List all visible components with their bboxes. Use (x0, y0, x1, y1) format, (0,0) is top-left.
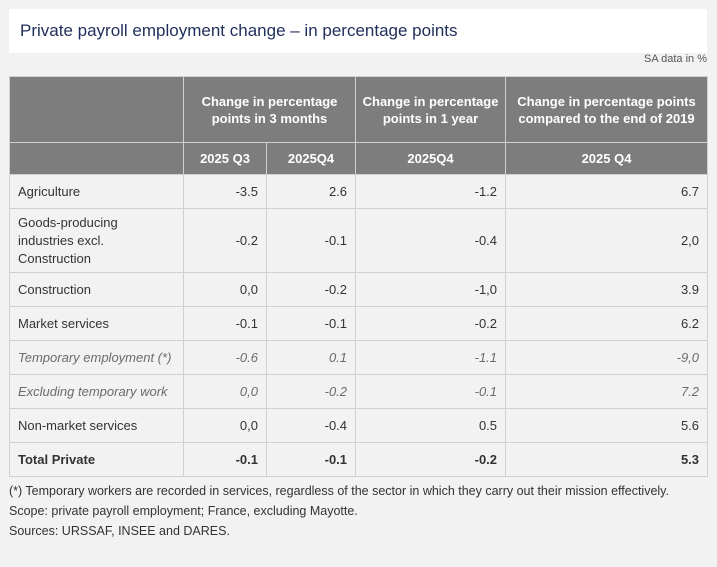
cell-value: -0.1 (183, 442, 267, 477)
cell-value: 5.3 (505, 442, 709, 477)
cell-value: 6.7 (505, 174, 709, 209)
header-col-2025q3: 2025 Q3 (183, 142, 267, 175)
cell-value: 2,0 (505, 208, 709, 273)
cell-value: -0.2 (355, 442, 507, 477)
unit-note: SA data in % (644, 53, 707, 65)
header-col-2025q4-1y: 2025Q4 (355, 142, 507, 175)
table-row: Agriculture -3.5 2.6 -1.2 6.7 (9, 174, 709, 209)
table-row: Excluding temporary work 0,0 -0.2 -0.1 7… (9, 374, 709, 409)
title-bar: Private payroll employment change – in p… (9, 9, 707, 53)
cell-value: -0.1 (265, 208, 357, 273)
cell-value: -1.1 (355, 340, 507, 375)
row-label: Temporary employment (*) (9, 340, 184, 375)
cell-value: 3.9 (505, 272, 709, 307)
cell-value: 5.6 (505, 408, 709, 443)
sources-note: Sources: URSSAF, INSEE and DARES. (9, 524, 230, 538)
cell-value: 6.2 (505, 306, 709, 341)
cell-value: -1.2 (355, 174, 507, 209)
table-title: Private payroll employment change – in p… (20, 21, 458, 40)
row-label: Market services (9, 306, 184, 341)
cell-value: -1,0 (355, 272, 507, 307)
header-group-3-months: Change in percentage points in 3 months (182, 76, 357, 143)
cell-value: 0,0 (183, 272, 267, 307)
cell-value: -0.2 (265, 374, 357, 409)
cell-value: 2.6 (265, 174, 357, 209)
cell-value: 0,0 (183, 408, 267, 443)
header-corner-sub (9, 142, 184, 175)
cell-value: -0.6 (183, 340, 267, 375)
row-label: Agriculture (9, 174, 184, 209)
employment-table: Change in percentage points in 3 months … (9, 76, 709, 477)
cell-value: 7.2 (505, 374, 709, 409)
table-notes: (*) Temporary workers are recorded in se… (9, 482, 707, 542)
table-row: Non-market services 0,0 -0.4 0.5 5.6 (9, 408, 709, 443)
cell-value: 0,0 (183, 374, 267, 409)
cell-value: -3.5 (183, 174, 267, 209)
table-row-total: Total Private -0.1 -0.1 -0.2 5.3 (9, 442, 709, 477)
cell-value: 0.5 (355, 408, 507, 443)
cell-value: -0.1 (355, 374, 507, 409)
cell-value: -0.1 (183, 306, 267, 341)
header-group-since-2019: Change in percentage points compared to … (505, 76, 709, 143)
row-label: Construction (9, 272, 184, 307)
cell-value: 0.1 (265, 340, 357, 375)
footnote: (*) Temporary workers are recorded in se… (9, 484, 669, 498)
cell-value: -0.4 (265, 408, 357, 443)
header-col-2025q4-3m: 2025Q4 (265, 142, 357, 175)
table-row: Temporary employment (*) -0.6 0.1 -1.1 -… (9, 340, 709, 375)
cell-value: -0.4 (355, 208, 507, 273)
cell-value: -0.2 (355, 306, 507, 341)
cell-value: -0.2 (183, 208, 267, 273)
table-row: Construction 0,0 -0.2 -1,0 3.9 (9, 272, 709, 307)
table-row: Goods-producing industries excl. Constru… (9, 208, 709, 273)
header-col-2025q4-2019: 2025 Q4 (505, 142, 709, 175)
row-label: Excluding temporary work (9, 374, 184, 409)
cell-value: -9,0 (505, 340, 709, 375)
header-corner (9, 76, 184, 143)
cell-value: -0.1 (265, 442, 357, 477)
cell-value: -0.2 (265, 272, 357, 307)
row-label: Non-market services (9, 408, 184, 443)
row-label: Goods-producing industries excl. Constru… (9, 208, 184, 273)
header-group-1-year: Change in percentage points in 1 year (355, 76, 507, 143)
table-row: Market services -0.1 -0.1 -0.2 6.2 (9, 306, 709, 341)
scope-note: Scope: private payroll employment; Franc… (9, 504, 358, 518)
row-label: Total Private (9, 442, 184, 477)
cell-value: -0.1 (265, 306, 357, 341)
